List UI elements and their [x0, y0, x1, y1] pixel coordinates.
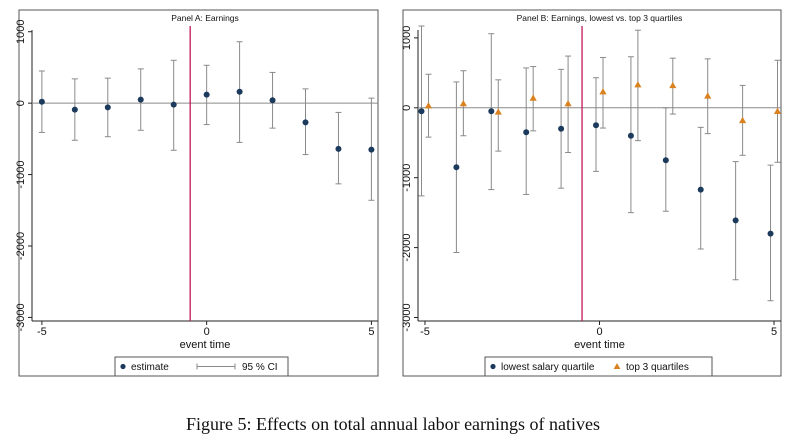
data-point-circle [593, 122, 600, 129]
x-tick-label: 5 [368, 326, 374, 338]
data-point-circle [236, 88, 243, 95]
data-point-triangle [459, 99, 467, 107]
data-point-circle [488, 108, 495, 115]
data-point-circle [170, 101, 177, 108]
data-point-triangle [669, 81, 677, 89]
data-point-circle [269, 97, 276, 104]
figure-caption: Figure 5: Effects on total annual labor … [185, 414, 601, 434]
data-point-circle [732, 217, 739, 224]
data-point-triangle [494, 108, 502, 115]
y-tick-label: 1000 [15, 19, 27, 43]
data-point-triangle [529, 94, 537, 101]
data-point-circle [203, 91, 210, 98]
y-tick-label: 1000 [401, 26, 413, 50]
legend-marker-circle [490, 363, 496, 370]
y-tick-label: -2000 [15, 232, 27, 260]
legend-label: lowest salary quartile [501, 362, 595, 373]
x-tick-label: -5 [420, 326, 430, 338]
legend-marker-triangle [613, 363, 621, 370]
legend-label: top 3 quartiles [626, 362, 689, 373]
legend-marker-circle [120, 363, 126, 370]
legend-label: 95 % CI [242, 362, 278, 373]
data-point-circle [137, 96, 144, 103]
data-point-circle [368, 146, 375, 153]
data-point-triangle [564, 99, 572, 107]
data-point-triangle [424, 102, 433, 109]
legend-label: estimate [131, 362, 169, 373]
data-point-triangle [773, 107, 782, 114]
y-tick-label: -3000 [401, 303, 413, 331]
y-tick-label: 0 [15, 100, 27, 106]
x-tick-label: 5 [771, 326, 777, 338]
y-tick-label: -2000 [401, 234, 413, 262]
chart-title: Panel A: Earnings [171, 13, 239, 23]
legend-box [484, 356, 713, 377]
x-axis-label: event time [574, 339, 625, 351]
data-point-circle [697, 186, 704, 193]
data-point-triangle [634, 81, 642, 88]
data-point-circle [558, 125, 565, 132]
chart-title: Panel B: Earnings, lowest vs. top 3 quar… [517, 13, 683, 23]
data-point-circle [335, 145, 342, 152]
panel-a-chart: Panel A: Earnings 1000 0 -1000 -2000 -3000 -5 0… [15, 9, 379, 377]
data-point-triangle [704, 92, 712, 99]
data-point-circle [662, 157, 669, 164]
x-tick-label: -5 [37, 326, 47, 338]
y-tick-label: -3000 [15, 303, 27, 331]
data-point-circle [453, 164, 460, 171]
data-point-circle [523, 129, 530, 136]
y-tick-label: -1000 [401, 164, 413, 192]
y-tick-label: 0 [401, 105, 413, 111]
data-point-circle [302, 119, 309, 126]
x-tick-label: 0 [596, 326, 602, 338]
x-tick-label: 0 [204, 326, 210, 338]
data-point-circle [418, 108, 425, 115]
x-axis-label: event time [180, 339, 231, 351]
data-point-circle [38, 98, 45, 105]
data-point-circle [104, 104, 111, 111]
data-point-triangle [599, 88, 607, 95]
data-point-triangle [739, 116, 747, 124]
data-point-circle [71, 106, 78, 113]
data-point-circle [767, 230, 774, 237]
y-tick-label: -1000 [15, 161, 27, 189]
data-point-circle [627, 132, 634, 139]
panel-b-chart: Panel B: Earnings, lowest vs. top 3 quar… [401, 9, 782, 377]
